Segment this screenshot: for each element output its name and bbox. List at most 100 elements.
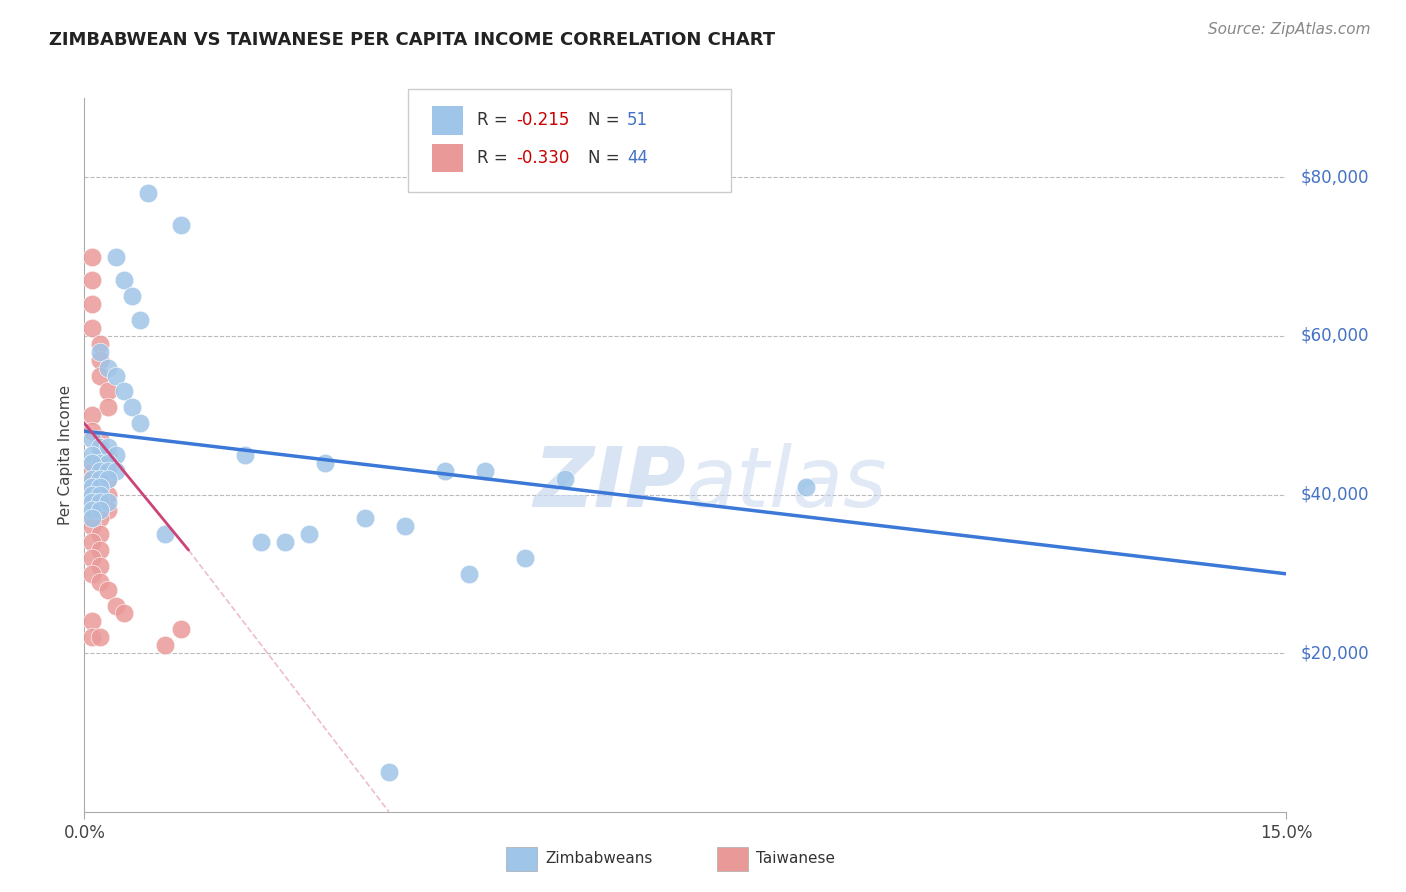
Point [89, 480, 111, 494]
Point [89, 344, 111, 359]
Point [169, 623, 191, 637]
Point [89, 574, 111, 589]
Point [89, 464, 111, 478]
Point [97, 472, 120, 486]
Point [82, 487, 104, 501]
Text: $20,000: $20,000 [1301, 644, 1369, 662]
Point [82, 456, 104, 470]
Point [82, 424, 104, 438]
Point [89, 495, 111, 509]
Y-axis label: Per Capita Income: Per Capita Income [58, 384, 73, 525]
Point [298, 527, 321, 541]
Point [105, 250, 128, 264]
Text: Zimbabweans: Zimbabweans [546, 851, 652, 865]
Point [82, 464, 104, 478]
Point [82, 519, 104, 533]
Point [153, 527, 176, 541]
Text: -0.215: -0.215 [516, 112, 569, 129]
Point [121, 401, 143, 415]
Point [89, 558, 111, 573]
Point [89, 480, 111, 494]
Point [105, 448, 128, 462]
Point [274, 535, 297, 549]
Text: R =: R = [477, 149, 513, 167]
Point [89, 630, 111, 644]
Text: 44: 44 [627, 149, 648, 167]
Point [394, 519, 416, 533]
Point [114, 273, 135, 287]
Point [89, 495, 111, 509]
Text: N =: N = [588, 149, 624, 167]
Point [89, 352, 111, 367]
Point [249, 535, 271, 549]
Point [97, 448, 120, 462]
Point [97, 440, 120, 454]
Text: $80,000: $80,000 [1301, 169, 1369, 186]
Point [105, 464, 128, 478]
Point [82, 456, 104, 470]
Point [794, 480, 817, 494]
Point [314, 456, 336, 470]
Point [233, 448, 256, 462]
Point [82, 480, 104, 494]
Point [97, 503, 120, 517]
Text: R =: R = [477, 112, 513, 129]
Point [129, 313, 152, 327]
Point [82, 480, 104, 494]
Text: ZIMBABWEAN VS TAIWANESE PER CAPITA INCOME CORRELATION CHART: ZIMBABWEAN VS TAIWANESE PER CAPITA INCOM… [49, 31, 775, 49]
Point [82, 472, 104, 486]
Point [97, 472, 120, 486]
Text: $60,000: $60,000 [1301, 327, 1369, 345]
Point [82, 535, 104, 549]
Point [114, 607, 135, 621]
Point [82, 321, 104, 335]
Point [82, 297, 104, 311]
Point [82, 615, 104, 629]
Point [82, 472, 104, 486]
Point [354, 511, 377, 525]
Point [89, 487, 111, 501]
Point [89, 368, 111, 383]
Point [89, 543, 111, 558]
Point [474, 464, 496, 478]
Point [89, 527, 111, 541]
Point [82, 503, 104, 517]
Point [97, 495, 120, 509]
Point [169, 218, 191, 232]
Text: 51: 51 [627, 112, 648, 129]
Point [97, 360, 120, 375]
Point [121, 289, 143, 303]
Point [89, 440, 111, 454]
Point [82, 448, 104, 462]
Text: Taiwanese: Taiwanese [756, 851, 835, 865]
Point [105, 599, 128, 613]
Point [97, 456, 120, 470]
Point [378, 765, 401, 780]
Point [153, 638, 176, 652]
Point [89, 456, 111, 470]
Point [114, 384, 135, 399]
Point [554, 472, 576, 486]
Point [129, 416, 152, 430]
Point [82, 511, 104, 525]
Point [105, 368, 128, 383]
Point [89, 511, 111, 525]
Point [458, 566, 481, 581]
Point [82, 273, 104, 287]
Point [434, 464, 457, 478]
Point [89, 503, 111, 517]
Point [97, 487, 120, 501]
Point [82, 630, 104, 644]
Point [89, 487, 111, 501]
Point [82, 495, 104, 509]
Point [97, 384, 120, 399]
Point [89, 432, 111, 446]
Point [89, 464, 111, 478]
Text: -0.330: -0.330 [516, 149, 569, 167]
Point [97, 401, 120, 415]
Point [97, 582, 120, 597]
Text: atlas: atlas [686, 443, 887, 524]
Point [515, 551, 537, 566]
Point [97, 464, 120, 478]
Text: Source: ZipAtlas.com: Source: ZipAtlas.com [1208, 22, 1371, 37]
